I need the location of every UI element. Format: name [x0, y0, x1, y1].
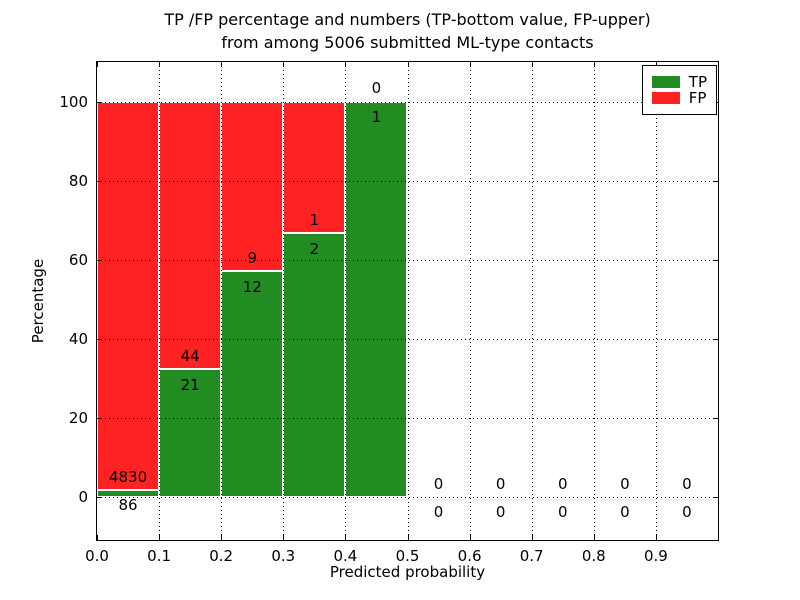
- fp-count-label: 0: [682, 474, 692, 493]
- tp-bar-segment: [283, 233, 346, 497]
- y-axis-tick-right: [713, 496, 718, 498]
- x-axis-tick-top: [345, 62, 347, 67]
- y-axis-tick-right: [713, 180, 718, 182]
- tp-count-label: 0: [682, 503, 692, 522]
- fp-count-label: 44: [180, 346, 200, 365]
- v-gridline: [655, 62, 657, 540]
- x-tick-label: 0.4: [333, 547, 358, 565]
- x-axis-tick-top: [407, 62, 409, 67]
- fp-bar-segment: [221, 101, 284, 271]
- tp-count-label: 1: [371, 108, 382, 127]
- y-tick-label: 100: [59, 92, 88, 111]
- v-gridline: [469, 62, 471, 540]
- y-axis-tick-right: [713, 338, 718, 340]
- legend-entry: TP: [651, 72, 707, 91]
- v-gridline: [283, 62, 285, 540]
- x-axis-tick: [283, 535, 285, 540]
- y-axis-tick-right: [713, 417, 718, 419]
- fp-bar-segment: [159, 101, 222, 369]
- y-tick-label: 40: [68, 329, 88, 348]
- x-axis-tick: [469, 535, 471, 540]
- fp-bar-segment: [97, 101, 160, 490]
- y-tick-label: 80: [68, 171, 88, 190]
- tp-count-label: 21: [180, 375, 200, 394]
- tp-count-label: 12: [242, 277, 262, 296]
- x-axis-tick: [159, 535, 161, 540]
- x-tick-label: 0.5: [395, 547, 420, 565]
- fp-count-label: 0: [620, 474, 630, 493]
- x-axis-tick-top: [221, 62, 223, 67]
- fp-legend-swatch: [651, 92, 680, 104]
- y-tick-label: 0: [78, 487, 88, 506]
- y-tick-label: 60: [68, 250, 88, 269]
- x-tick-label: 0.6: [457, 547, 482, 565]
- fp-count-label: 0: [433, 474, 444, 493]
- x-tick-label: 0.0: [85, 547, 109, 565]
- x-axis-tick-top: [593, 62, 595, 67]
- tp-count-label: 86: [118, 496, 138, 515]
- chart-title-line1: TP /FP percentage and numbers (TP-bottom…: [164, 10, 651, 29]
- x-axis-tick: [97, 535, 98, 540]
- y-axis-tick: [97, 259, 102, 261]
- x-axis-tick-top: [469, 62, 471, 67]
- x-axis-tick-top: [97, 62, 98, 67]
- tp-count-label: 0: [557, 503, 568, 522]
- fp-count-label: 9: [247, 248, 258, 267]
- tp-count-label: 0: [433, 503, 444, 522]
- x-axis-tick: [655, 535, 657, 540]
- tp-bar-segment: [345, 101, 408, 497]
- v-gridline: [345, 62, 347, 540]
- x-axis-tick: [407, 535, 409, 540]
- tp-count-label: 0: [495, 503, 506, 522]
- x-tick-label: 0.3: [271, 547, 296, 565]
- y-axis-tick: [97, 180, 102, 182]
- fp-count-label: 0: [495, 474, 506, 493]
- x-tick-label: 0.7: [519, 547, 544, 565]
- x-tick-label: 0.1: [147, 547, 172, 565]
- v-gridline: [593, 62, 595, 540]
- v-gridline: [159, 62, 161, 540]
- v-gridline: [531, 62, 533, 540]
- fp-bar-segment: [283, 101, 346, 234]
- fp-count-label: 4830: [108, 467, 148, 486]
- x-axis-tick: [221, 535, 223, 540]
- x-axis-tick-top: [655, 62, 657, 67]
- y-axis-tick: [97, 338, 102, 340]
- legend-entry-label: TP: [688, 72, 707, 91]
- tp-count-label: 0: [620, 503, 630, 522]
- x-axis-tick: [345, 535, 347, 540]
- x-axis-tick-top: [159, 62, 161, 67]
- y-axis-tick-right: [713, 259, 718, 261]
- y-tick-label: 20: [68, 408, 88, 427]
- tp-legend-swatch: [651, 76, 680, 88]
- x-axis-tick: [531, 535, 533, 540]
- tp-bar-segment: [221, 270, 284, 497]
- y-axis-label: Percentage: [29, 258, 47, 344]
- fp-count-label: 0: [557, 474, 568, 493]
- legend-entry-label: FP: [688, 88, 707, 107]
- v-gridline: [221, 62, 223, 540]
- tp-bar-segment: [97, 489, 160, 497]
- x-axis-tick-top: [531, 62, 533, 67]
- fp-count-label: 0: [371, 79, 382, 98]
- x-tick-label: 0.8: [581, 547, 606, 565]
- x-axis-tick: [593, 535, 595, 540]
- x-tick-label: 0.9: [643, 547, 668, 565]
- x-tick-label: 0.2: [209, 547, 234, 565]
- chart-title-line2: from among 5006 submitted ML-type contac…: [221, 33, 594, 52]
- y-axis-tick: [97, 417, 102, 419]
- y-axis-tick: [97, 496, 102, 498]
- chart-title: TP /FP percentage and numbers (TP-bottom…: [97, 8, 718, 54]
- x-axis-label: Predicted probability: [329, 563, 486, 581]
- y-axis-tick: [97, 101, 102, 103]
- legend: TP FP: [641, 65, 717, 115]
- tp-count-label: 2: [309, 239, 320, 258]
- v-gridline: [407, 62, 409, 540]
- fp-count-label: 1: [309, 211, 320, 230]
- plot-area: 4830 86 44 21 9 12 1 2 0 1 0 0 0 0 0 0 0 0 0 0 TP FP: [96, 61, 719, 541]
- legend-entry: FP: [651, 88, 707, 107]
- x-axis-tick-top: [283, 62, 285, 67]
